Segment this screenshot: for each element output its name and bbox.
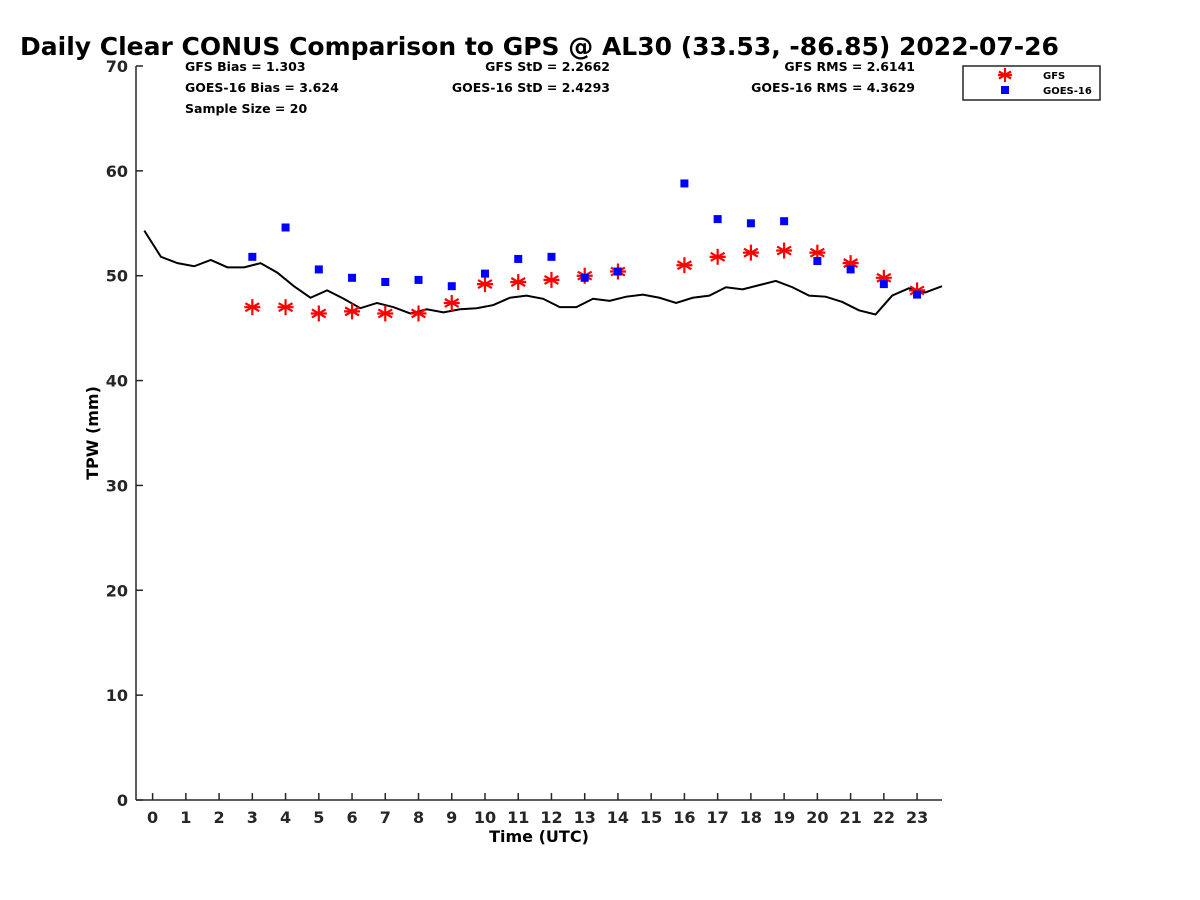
x-tick-label: 19	[773, 808, 795, 827]
goes-point	[613, 267, 622, 276]
gfs-rms-text: GFS RMS = 2.6141	[784, 59, 915, 74]
gfs-bias-text: GFS Bias = 1.303	[185, 59, 306, 74]
goes-point	[680, 179, 689, 188]
x-tick-label: 21	[839, 808, 861, 827]
legend-gfs-marker	[998, 68, 1012, 82]
goes-series	[248, 179, 922, 299]
legend-box	[962, 65, 1101, 101]
x-tick-label: 16	[673, 808, 695, 827]
x-tick-label: 4	[280, 808, 291, 827]
gfs-point	[443, 294, 460, 311]
gfs-point	[410, 305, 427, 322]
legend: GFS GOES-16	[962, 65, 1101, 101]
x-tick-label: 23	[906, 808, 928, 827]
x-tick-label: 9	[446, 808, 457, 827]
gfs-point	[277, 299, 294, 316]
goes-point	[248, 252, 257, 261]
goes-std-text: GOES-16 StD = 2.4293	[452, 80, 610, 95]
goes-point	[846, 265, 855, 274]
y-tick-label: 20	[106, 581, 128, 600]
goes-point	[480, 269, 489, 278]
gfs-point	[510, 274, 527, 291]
x-tick-label: 6	[346, 808, 357, 827]
goes-rms-text: GOES-16 RMS = 4.3629	[751, 80, 915, 95]
y-tick-label: 40	[106, 372, 128, 391]
stats-block: GFS Bias = 1.303 GOES-16 Bias = 3.624 Sa…	[185, 59, 915, 116]
gfs-point	[377, 305, 394, 322]
x-tick-label: 18	[740, 808, 762, 827]
y-tick-label: 60	[106, 162, 128, 181]
goes-bias-text: GOES-16 Bias = 3.624	[185, 80, 339, 95]
goes-point	[746, 219, 755, 228]
x-tick-label: 5	[313, 808, 324, 827]
goes-point	[314, 265, 323, 274]
goes-point	[580, 273, 589, 282]
x-tick-label: 0	[147, 808, 158, 827]
x-tick-label: 14	[607, 808, 629, 827]
gfs-point	[310, 305, 327, 322]
sample-size-text: Sample Size = 20	[185, 101, 307, 116]
x-tick-label: 11	[507, 808, 529, 827]
goes-point	[879, 280, 888, 289]
x-tick-label: 3	[247, 808, 258, 827]
x-tick-label: 12	[540, 808, 562, 827]
y-tick-label: 50	[106, 267, 128, 286]
gfs-point	[776, 242, 793, 259]
goes-point	[780, 217, 789, 226]
y-ticks: 0 10 20 30 40 50 60 70	[106, 57, 143, 810]
y-tick-label: 30	[106, 476, 128, 495]
x-tick-label: 22	[873, 808, 895, 827]
gfs-point	[742, 244, 759, 261]
x-tick-label: 7	[380, 808, 391, 827]
chart-title: Daily Clear CONUS Comparison to GPS @ AL…	[20, 32, 1059, 61]
goes-point	[713, 215, 722, 224]
gfs-point	[709, 248, 726, 265]
goes-point	[281, 223, 290, 232]
gfs-point	[344, 303, 361, 320]
x-tick-label: 10	[474, 808, 496, 827]
gfs-point	[244, 299, 261, 316]
goes-point	[813, 257, 822, 266]
goes-point	[514, 254, 523, 263]
legend-gfs-label: GFS	[1043, 71, 1065, 82]
goes-point	[348, 273, 357, 282]
goes-point	[381, 278, 390, 287]
x-tick-label: 1	[180, 808, 191, 827]
gfs-series	[244, 242, 926, 322]
gfs-std-text: GFS StD = 2.2662	[485, 59, 610, 74]
legend-goes-label: GOES-16	[1043, 86, 1092, 97]
legend-goes-marker	[1001, 86, 1009, 94]
gfs-point	[676, 257, 693, 274]
x-ticks: 0 1 2 3 4 5 6 7 8 9 10 11 12 13 14 15 16 17 18 19 20 21 22 23	[147, 793, 928, 827]
y-axis-label: TPW (mm)	[83, 386, 102, 480]
gfs-point	[543, 271, 560, 288]
y-tick-label: 0	[117, 791, 128, 810]
x-tick-label: 17	[707, 808, 729, 827]
x-tick-label: 2	[214, 808, 225, 827]
legend-gfs-star	[998, 68, 1012, 82]
goes-point	[447, 282, 456, 291]
plot-area: 0 1 2 3 4 5 6 7 8 9 10 11 12 13 14 15 16 17 18 19 20 21 22 23 0…	[106, 57, 943, 827]
x-tick-label: 15	[640, 808, 662, 827]
gfs-point	[476, 276, 493, 293]
y-tick-label: 70	[106, 57, 128, 76]
x-tick-label: 20	[806, 808, 828, 827]
goes-point	[414, 275, 423, 284]
x-tick-label: 13	[574, 808, 596, 827]
y-tick-label: 10	[106, 686, 128, 705]
goes-point	[547, 252, 556, 261]
gps-series-line	[143, 230, 943, 316]
goes-point	[913, 290, 922, 299]
x-tick-label: 8	[413, 808, 424, 827]
x-axis-label: Time (UTC)	[489, 827, 589, 846]
